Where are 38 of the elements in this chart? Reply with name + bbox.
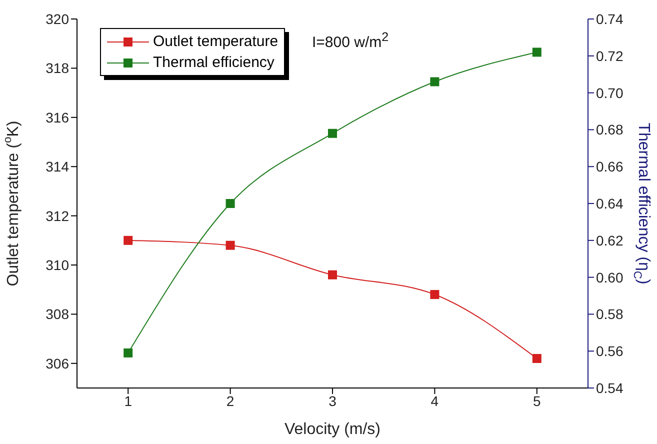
y-tick-label: 310: [46, 256, 70, 273]
x-axis-title: Velocity (m/s): [284, 421, 381, 438]
point: [328, 270, 337, 280]
x-tick-label: 5: [533, 392, 541, 409]
y2-tick-label: 0.74: [596, 10, 624, 27]
x-tick-label: 4: [430, 392, 439, 409]
annotation-text: I=800 w/m$^{2}$: [312, 30, 389, 51]
point: [226, 240, 235, 250]
y2-tick-label: 0.56: [596, 343, 624, 360]
point: [532, 48, 542, 57]
y-tick-label: 308: [46, 306, 70, 322]
y2-tick-label: 0.72: [596, 48, 624, 64]
point: [226, 199, 235, 208]
point: [124, 236, 133, 245]
point: [430, 290, 440, 300]
point: [124, 348, 133, 358]
point: [328, 128, 337, 138]
y2-tick-label: 0.66: [596, 158, 624, 175]
y2-tick-label: 0.60: [596, 269, 624, 286]
y2-tick-label: 0.68: [596, 122, 624, 138]
y2-tick-label: 0.62: [596, 232, 624, 248]
y2-tick-label: 0.58: [596, 306, 624, 322]
y2-tick-label: 0.54: [596, 380, 624, 396]
y-tick-label: 316: [46, 109, 70, 126]
point: [430, 77, 440, 86]
y-tick-label: 320: [46, 10, 70, 27]
y-tick-label: 312: [46, 208, 70, 224]
y-tick-label: 314: [46, 158, 70, 175]
legend-label: Thermal efficiency: [153, 53, 274, 73]
x-tick-label: 3: [328, 392, 337, 409]
x-tick-label: 1: [124, 392, 132, 409]
point: [532, 354, 542, 363]
y2-tick-label: 0.64: [596, 195, 624, 212]
y-tick-label: 318: [46, 60, 70, 76]
legend-label: Outlet temperature: [153, 32, 278, 52]
x-tick-label: 2: [226, 392, 234, 409]
y2-tick-label: 0.70: [596, 84, 624, 101]
y-tick-label: 306: [46, 355, 70, 372]
